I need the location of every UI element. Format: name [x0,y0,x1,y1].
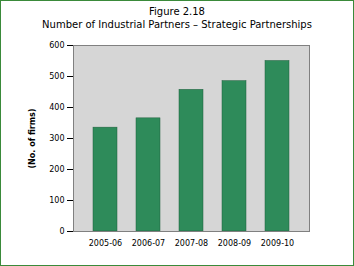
svg-text:2008-09: 2008-09 [218,239,251,248]
svg-text:2005-06: 2005-06 [89,239,122,248]
svg-text:500: 500 [49,72,64,81]
svg-text:2006-07: 2006-07 [132,239,165,248]
svg-text:200: 200 [49,165,64,174]
svg-text:2007-08: 2007-08 [175,239,208,248]
svg-text:600: 600 [49,41,64,50]
html-text:Figure 2.18: Figure 2.18 [149,6,205,17]
svg-text:(No. of firms): (No. of firms) [28,108,37,168]
svg-text:100: 100 [49,196,64,205]
svg-text:2009-10: 2009-10 [261,239,294,248]
svg-text:300: 300 [49,134,64,143]
svg-text:400: 400 [49,103,64,112]
html-text:Number of Industrial Partners: Number of Industrial Partners – Strategi… [42,19,312,30]
svg-text:0: 0 [59,227,64,236]
